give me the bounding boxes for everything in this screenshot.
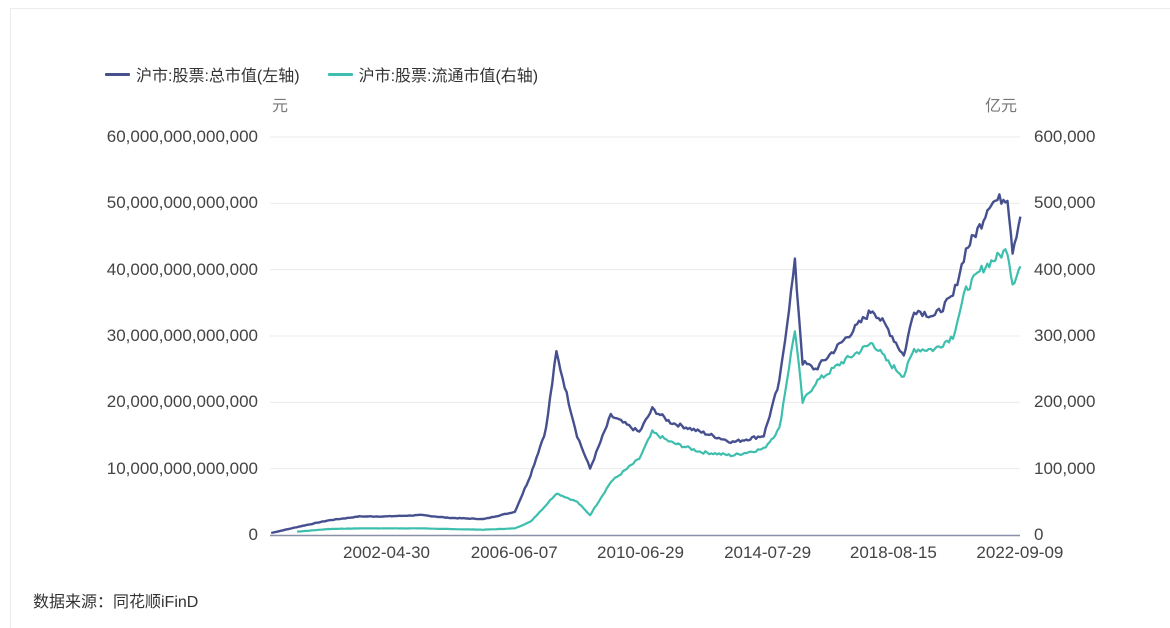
legend-item-float-market-value[interactable]: 沪市:股票:流通市值(右轴) [327, 62, 539, 86]
left-axis-tick: 60,000,000,000,000 [106, 127, 258, 146]
legend-label-total: 沪市:股票:总市值(左轴) [136, 68, 300, 85]
left-axis-tick: 20,000,000,000,000 [106, 392, 258, 412]
left-axis-tick: 0 [248, 525, 258, 544]
legend-swatch-total-icon [105, 72, 130, 76]
series-total-market-value-line [270, 193, 1022, 535]
series-float-market-value-line [296, 248, 1022, 533]
right-axis-tick: 300,000 [1034, 326, 1096, 345]
right-axis-tick: 100,000 [1034, 458, 1096, 478]
x-axis-tick: 2022-09-09 [976, 543, 1064, 562]
x-axis-tick: 2002-04-30 [343, 543, 431, 562]
x-axis-tick: 2010-06-29 [597, 543, 684, 562]
legend-swatch-float-icon [327, 72, 353, 76]
data-source-note: 数据来源：同花顺iFinD [33, 594, 199, 611]
x-axis-tick: 2006-06-07 [470, 543, 558, 562]
right-axis-unit: 亿元 [985, 98, 1018, 115]
right-axis-tick: 200,000 [1034, 392, 1096, 412]
right-axis-tick: 500,000 [1034, 193, 1096, 213]
gridlines [270, 136, 1020, 470]
chart-frame [10, 8, 1170, 628]
legend-label-float: 沪市:股票:流通市值(右轴) [358, 68, 539, 85]
left-axis-tick: 10,000,000,000,000 [106, 458, 258, 478]
legend: 沪市:股票:总市值(左轴) 沪市:股票:流通市值(右轴) [105, 62, 538, 86]
right-axis-tick: 400,000 [1034, 259, 1096, 279]
x-axis-tick: 2018-08-15 [849, 543, 937, 562]
right-axis-tick: 0 [1034, 525, 1044, 544]
left-axis-tick: 30,000,000,000,000 [106, 326, 258, 345]
x-axis-tick: 2014-07-29 [724, 543, 812, 562]
legend-item-total-market-value[interactable]: 沪市:股票:总市值(左轴) [105, 62, 300, 86]
left-axis-unit: 元 [272, 98, 289, 115]
left-axis-tick: 50,000,000,000,000 [106, 193, 258, 213]
left-axis-tick: 40,000,000,000,000 [106, 259, 258, 279]
right-axis-tick: 600,000 [1034, 127, 1096, 146]
